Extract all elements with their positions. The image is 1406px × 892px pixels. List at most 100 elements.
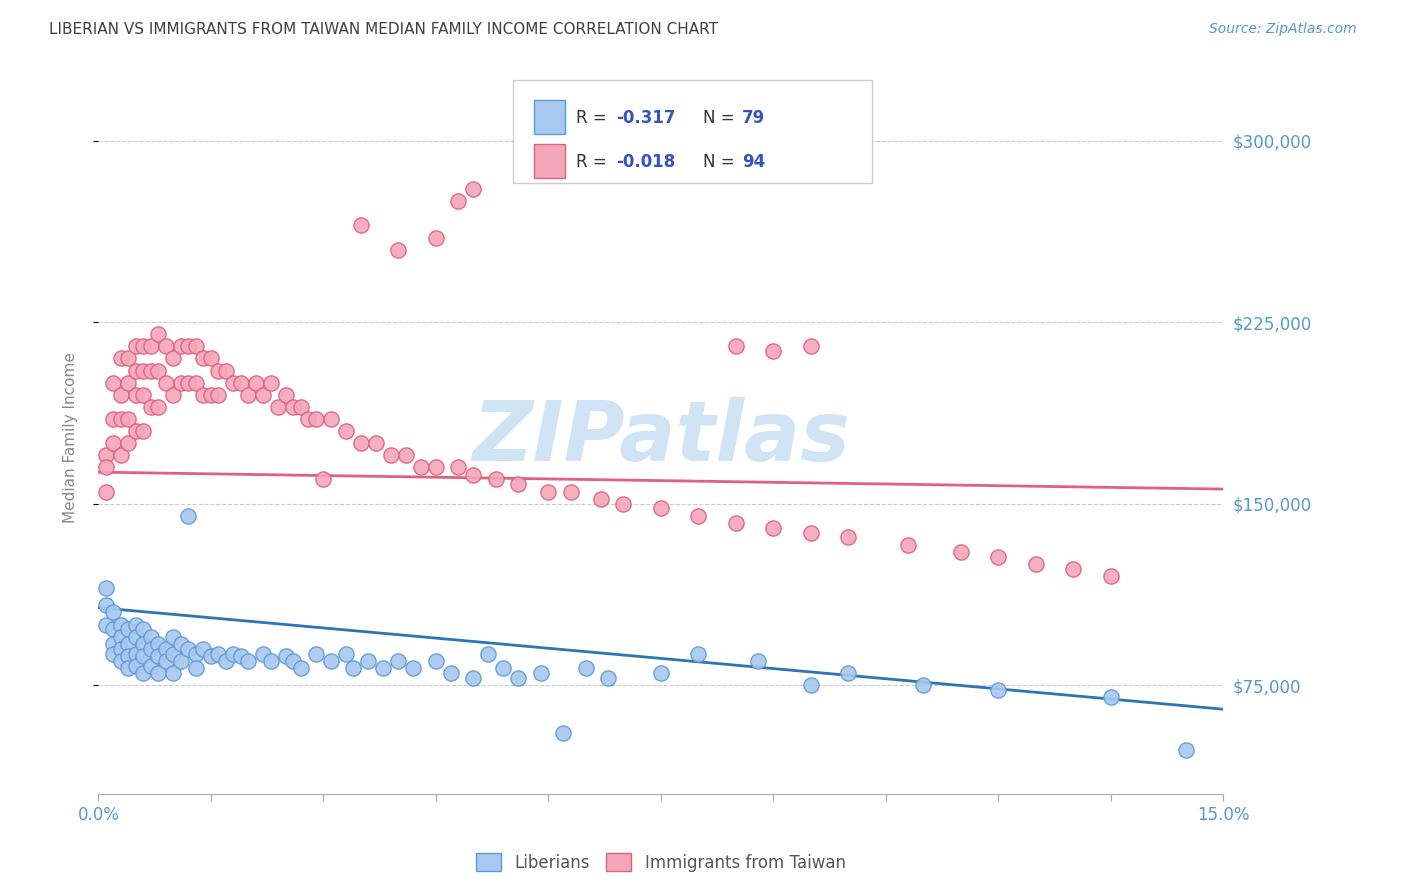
Point <box>425 230 447 244</box>
Point <box>724 516 747 530</box>
Point <box>132 363 155 377</box>
Point <box>207 647 229 661</box>
Text: 94: 94 <box>742 153 766 170</box>
Point <box>117 412 139 426</box>
Point <box>103 376 125 390</box>
Point <box>335 647 357 661</box>
Point <box>688 647 710 661</box>
Point <box>132 388 155 402</box>
Point <box>215 654 238 668</box>
Point <box>252 388 274 402</box>
Point <box>274 648 297 663</box>
Point <box>177 641 200 656</box>
Point <box>162 665 184 680</box>
Point <box>110 351 132 366</box>
Point <box>650 665 672 680</box>
Point <box>94 581 117 595</box>
Point <box>319 412 342 426</box>
Point <box>162 351 184 366</box>
Point <box>409 460 432 475</box>
Point <box>184 647 207 661</box>
Point <box>162 647 184 661</box>
Text: -0.018: -0.018 <box>616 153 675 170</box>
Point <box>110 388 132 402</box>
Point <box>425 654 447 668</box>
Point <box>125 339 148 353</box>
Point <box>1025 557 1047 571</box>
Point <box>762 344 785 359</box>
Point <box>110 617 132 632</box>
Point <box>125 630 148 644</box>
Point <box>1099 690 1122 705</box>
Text: ZIPatlas: ZIPatlas <box>472 397 849 477</box>
Point <box>117 351 139 366</box>
Point <box>132 648 155 663</box>
Point <box>103 436 125 450</box>
Point <box>508 671 530 685</box>
Text: LIBERIAN VS IMMIGRANTS FROM TAIWAN MEDIAN FAMILY INCOME CORRELATION CHART: LIBERIAN VS IMMIGRANTS FROM TAIWAN MEDIA… <box>49 22 718 37</box>
Point <box>170 339 193 353</box>
Text: R =: R = <box>576 153 613 170</box>
Point <box>260 654 283 668</box>
Point <box>193 641 215 656</box>
Point <box>395 448 418 462</box>
Text: -0.317: -0.317 <box>616 109 675 127</box>
Point <box>305 412 328 426</box>
Point <box>800 525 823 540</box>
Point <box>553 726 575 740</box>
Point <box>125 363 148 377</box>
Point <box>283 400 305 414</box>
Point <box>110 448 132 462</box>
Point <box>155 654 177 668</box>
Point <box>357 654 380 668</box>
Point <box>103 637 125 651</box>
Point <box>283 654 305 668</box>
Point <box>492 661 515 675</box>
Point <box>215 363 238 377</box>
Point <box>560 484 582 499</box>
Point <box>222 647 245 661</box>
Point <box>335 424 357 438</box>
Point <box>238 654 260 668</box>
Point <box>110 630 132 644</box>
Point <box>94 598 117 612</box>
Point <box>94 617 117 632</box>
Point <box>598 671 620 685</box>
Point <box>589 491 612 506</box>
Point <box>207 363 229 377</box>
Point <box>575 661 598 675</box>
Point <box>117 648 139 663</box>
Point <box>117 623 139 637</box>
Point <box>125 647 148 661</box>
Point <box>319 654 342 668</box>
Point <box>837 665 859 680</box>
Point <box>139 400 162 414</box>
Point <box>762 521 785 535</box>
Point <box>117 637 139 651</box>
Point <box>193 351 215 366</box>
Point <box>155 641 177 656</box>
Point <box>148 363 170 377</box>
Point <box>229 648 252 663</box>
Point <box>402 661 425 675</box>
Point <box>162 388 184 402</box>
Point <box>184 339 207 353</box>
Text: N =: N = <box>703 109 740 127</box>
Point <box>949 545 972 559</box>
Point <box>177 508 200 523</box>
Point <box>252 647 274 661</box>
Point <box>200 648 222 663</box>
Point <box>747 654 769 668</box>
Point <box>132 665 155 680</box>
Point <box>170 654 193 668</box>
Point <box>312 472 335 486</box>
Point <box>912 678 935 692</box>
Text: N =: N = <box>703 153 740 170</box>
Point <box>267 400 290 414</box>
Point <box>1099 569 1122 583</box>
Point <box>125 424 148 438</box>
Point <box>373 661 395 675</box>
Point <box>290 661 312 675</box>
Point <box>139 339 162 353</box>
Point <box>148 400 170 414</box>
